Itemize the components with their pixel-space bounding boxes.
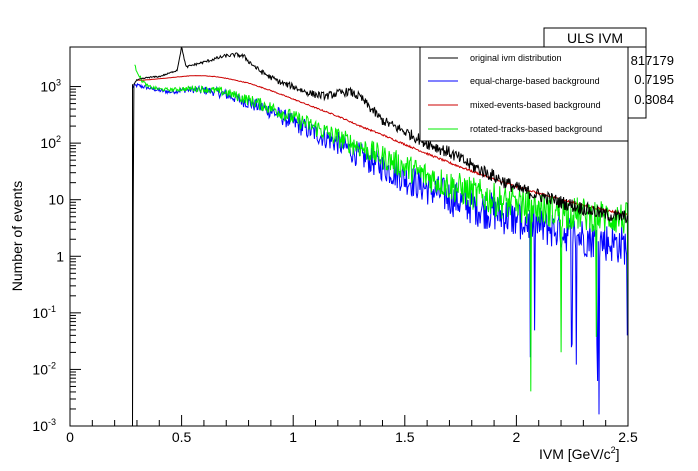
legend: original ivm distribution equal-charge-b… [419, 46, 629, 142]
legend-frame [419, 46, 629, 142]
x-tick-label: 0.5 [172, 429, 192, 445]
stats-value-entries: 817179 [631, 53, 674, 68]
series-rotated-tracks-bg [134, 64, 629, 392]
y-tick-label: 10-1 [32, 304, 56, 321]
series-layer [132, 47, 629, 427]
x-tick-label: 2.5 [618, 429, 638, 445]
legend-label-equal-charge: equal-charge-based background [470, 76, 600, 86]
axes-layer: 0 0.5 1 1.5 2 2.5 10-3 10-2 10-1 1 10 102 103 [32, 78, 638, 445]
x-axis-title: IVM [GeV/c2] [539, 445, 619, 462]
series-original-ivm [132, 47, 629, 427]
y-tick-label: 103 [40, 78, 61, 95]
x-axis-title-tail: ] [616, 446, 620, 462]
x-axis-title-sup: 2 [611, 445, 616, 455]
y-axis-title: Number of events [9, 181, 25, 292]
legend-label-rotated-tracks: rotated-tracks-based background [470, 124, 602, 134]
x-axis-title-main: IVM [GeV/c [539, 446, 611, 462]
x-tick-label: 1.5 [395, 429, 415, 445]
stats-value-stddev: 0.3084 [634, 92, 674, 107]
plot-frame [69, 46, 629, 427]
y-tick-label: 102 [40, 134, 61, 151]
x-tick-label: 2 [513, 429, 521, 445]
stats-box-title: ULS IVM [567, 30, 623, 46]
y-tick-label: 10-3 [32, 417, 56, 434]
y-tick-label: 10 [48, 192, 64, 208]
stats-value-mean: 0.7195 [634, 72, 674, 87]
y-tick-label: 10-2 [32, 360, 56, 377]
legend-label-original: original ivm distribution [470, 53, 562, 63]
x-tick-label: 0 [66, 429, 74, 445]
x-tick-label: 1 [289, 429, 297, 445]
legend-label-mixed-events: mixed-events-based background [470, 100, 601, 110]
y-tick-label: 1 [56, 248, 64, 264]
